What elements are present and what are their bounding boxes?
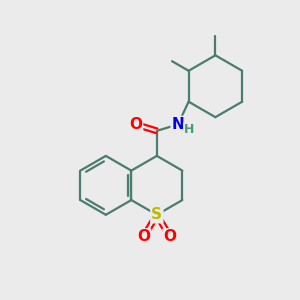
Text: N: N xyxy=(172,117,184,132)
Text: H: H xyxy=(184,123,194,136)
Text: O: O xyxy=(164,230,177,244)
Text: O: O xyxy=(137,230,150,244)
Text: S: S xyxy=(151,207,162,222)
Text: O: O xyxy=(129,117,142,132)
